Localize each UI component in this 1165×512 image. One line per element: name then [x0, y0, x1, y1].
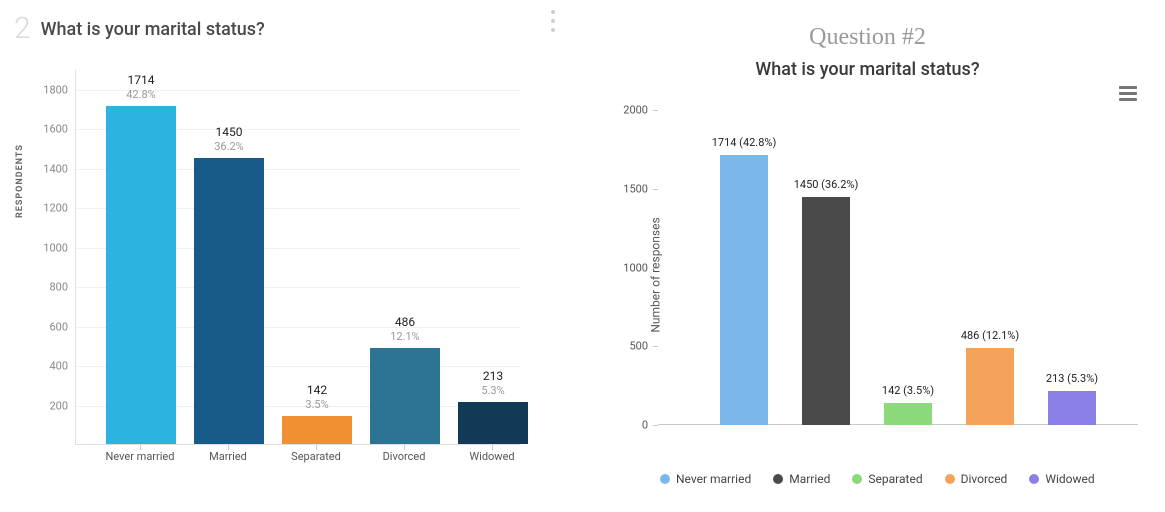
- legend-swatch-icon: [1029, 474, 1039, 484]
- legend-item[interactable]: Married: [773, 472, 830, 486]
- chart-panel-left: 2 What is your marital status? RESPONDEN…: [0, 0, 570, 512]
- right-bar: 213 (5.3%): [1048, 391, 1096, 425]
- left-bar: 48612.1%: [370, 348, 440, 444]
- legend-label: Widowed: [1045, 472, 1094, 486]
- left-y-tick-label: 1600: [28, 123, 68, 136]
- right-bar-value-label: 142 (3.5%): [872, 384, 944, 397]
- left-y-tick-label: 1800: [28, 83, 68, 96]
- right-bar: 1714 (42.8%): [720, 155, 768, 425]
- right-supertitle: Question #2: [570, 24, 1165, 51]
- left-y-tick-label: 1200: [28, 202, 68, 215]
- left-y-tick-label: 1400: [28, 162, 68, 175]
- legend-item[interactable]: Never married: [660, 472, 751, 486]
- right-y-tick-label: 0: [642, 419, 648, 432]
- left-y-tick-label: 200: [28, 399, 68, 412]
- right-bar-value-label: 486 (12.1%): [954, 329, 1026, 342]
- right-plot-area: 05001000150020001714 (42.8%)1450 (36.2%)…: [658, 110, 1138, 425]
- left-bar-value-label: 171442.8%: [106, 73, 176, 102]
- legend-label: Married: [789, 472, 830, 486]
- legend-item[interactable]: Widowed: [1029, 472, 1094, 486]
- left-y-tick-label: 600: [28, 320, 68, 333]
- legend-swatch-icon: [660, 474, 670, 484]
- legend-swatch-icon: [945, 474, 955, 484]
- right-y-tick-mark: [653, 110, 658, 111]
- left-bar: 1423.5%: [282, 416, 352, 444]
- legend-swatch-icon: [852, 474, 862, 484]
- legend-swatch-icon: [773, 474, 783, 484]
- question-title-left: What is your marital status?: [41, 19, 265, 40]
- right-y-tick-mark: [653, 346, 658, 347]
- right-bar-value-label: 1450 (36.2%): [790, 178, 862, 191]
- left-header: 2 What is your marital status?: [0, 0, 570, 44]
- left-x-tick-label: Separated: [291, 450, 341, 463]
- right-legend: Never married Married Separated Divorced Wid…: [660, 472, 1095, 486]
- left-y-tick-label: 1000: [28, 241, 68, 254]
- left-bar: 145036.2%: [194, 158, 264, 444]
- left-bar-value-label: 48612.1%: [370, 315, 440, 344]
- hamburger-menu-icon[interactable]: [1119, 86, 1137, 104]
- right-bar: 486 (12.1%): [966, 348, 1014, 425]
- left-plot-area: 20040060080010001200140016001800171442.8…: [75, 70, 520, 445]
- left-chart: RESPONDENTS 2004006008001000120014001600…: [75, 70, 550, 465]
- left-bar-value-label: 145036.2%: [194, 125, 264, 154]
- right-bar: 142 (3.5%): [884, 403, 932, 425]
- right-bar-value-label: 213 (5.3%): [1036, 372, 1108, 385]
- left-y-tick-label: 800: [28, 281, 68, 294]
- right-y-tick-mark: [653, 425, 658, 426]
- legend-label: Divorced: [961, 472, 1008, 486]
- left-bar-value-label: 2135.3%: [458, 369, 528, 398]
- left-x-tick-label: Never married: [106, 450, 175, 463]
- right-chart: Number of responses 05001000150020001714…: [658, 110, 1138, 425]
- legend-item[interactable]: Separated: [852, 472, 922, 486]
- left-x-tick-label: Divorced: [383, 450, 426, 463]
- question-number: 2: [14, 14, 31, 44]
- left-y-axis-label: RESPONDENTS: [15, 144, 25, 218]
- left-bar: 2135.3%: [458, 402, 528, 444]
- left-x-tick-label: Married: [209, 450, 247, 463]
- right-bar-value-label: 1714 (42.8%): [708, 136, 780, 149]
- left-x-tick-label: Widowed: [469, 450, 514, 463]
- right-y-tick-mark: [653, 268, 658, 269]
- right-bar: 1450 (36.2%): [802, 197, 850, 425]
- legend-label: Separated: [868, 472, 922, 486]
- kebab-menu-icon[interactable]: [546, 10, 560, 32]
- chart-panel-right: Question #2 What is your marital status?…: [570, 0, 1165, 512]
- right-y-tick-mark: [653, 189, 658, 190]
- right-y-tick-label: 1500: [623, 182, 648, 195]
- legend-label: Never married: [676, 472, 751, 486]
- right-y-tick-label: 500: [629, 340, 648, 353]
- left-y-tick-label: 400: [28, 360, 68, 373]
- question-title-right: What is your marital status?: [570, 59, 1165, 80]
- left-bar: 171442.8%: [106, 106, 176, 444]
- left-bar-value-label: 1423.5%: [282, 383, 352, 412]
- right-y-tick-label: 1000: [623, 261, 648, 274]
- legend-item[interactable]: Divorced: [945, 472, 1008, 486]
- right-y-tick-label: 2000: [623, 104, 648, 117]
